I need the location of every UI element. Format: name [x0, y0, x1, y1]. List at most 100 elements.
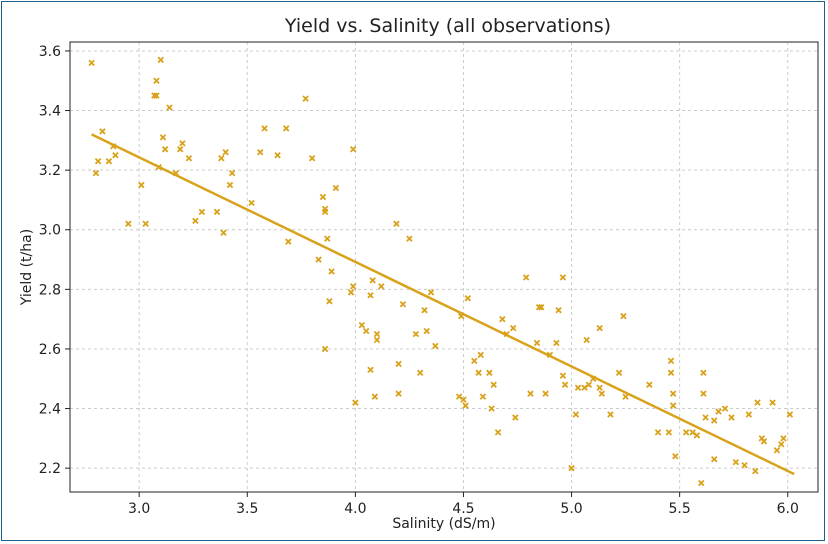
data-point	[479, 393, 487, 400]
data-point	[177, 146, 184, 153]
data-point	[373, 330, 381, 338]
data-point	[646, 381, 653, 388]
data-point	[702, 414, 709, 421]
data-point	[760, 438, 768, 445]
data-point	[455, 393, 463, 400]
data-point	[367, 366, 374, 374]
data-point	[698, 479, 705, 487]
data-point	[332, 184, 340, 192]
data-point	[732, 458, 740, 466]
data-point	[700, 390, 707, 397]
data-point	[349, 146, 357, 153]
data-point	[406, 235, 413, 242]
data-point	[112, 152, 119, 159]
data-points	[88, 56, 794, 487]
data-point	[741, 461, 748, 469]
x-tick-label: 4.5	[452, 501, 474, 517]
data-point	[99, 128, 106, 135]
data-point	[499, 315, 506, 323]
data-point	[672, 453, 679, 460]
data-point	[432, 342, 439, 350]
data-point	[185, 154, 193, 162]
data-point	[620, 312, 627, 320]
data-point	[622, 393, 629, 400]
x-tick-label: 4.0	[344, 501, 366, 517]
data-point	[349, 283, 357, 290]
data-point	[475, 369, 482, 377]
x-tick-label: 5.5	[669, 501, 691, 517]
data-point	[198, 208, 206, 216]
data-point	[347, 289, 355, 296]
data-point	[581, 384, 588, 391]
data-point	[369, 277, 376, 284]
y-axis-label: Yield (t/ha)	[19, 229, 35, 306]
data-point	[362, 327, 370, 335]
data-point	[373, 336, 381, 344]
data-point	[220, 229, 227, 236]
data-point	[752, 467, 759, 475]
data-point	[471, 357, 478, 365]
data-point	[596, 324, 603, 332]
data-point	[371, 393, 379, 400]
data-point	[464, 295, 472, 302]
data-point	[689, 429, 696, 436]
data-point	[533, 339, 541, 347]
data-point	[559, 274, 567, 281]
data-point	[308, 154, 316, 162]
data-point	[585, 381, 593, 388]
data-point	[682, 429, 690, 436]
y-tick-label: 2.6	[39, 342, 61, 358]
data-point	[667, 369, 675, 377]
data-point	[693, 432, 701, 439]
data-point	[166, 104, 173, 111]
data-point	[321, 205, 329, 213]
data-point	[728, 414, 735, 421]
data-point	[328, 268, 335, 275]
axis-ticks: 3.0 3.5 4.0 4.5 5.0 5.5 6.0 2.2 2.4 2.6 2.8 3.0 3.2 3…	[39, 44, 799, 517]
data-point	[213, 208, 221, 216]
data-point	[302, 95, 309, 102]
data-point	[151, 92, 158, 99]
trend-line	[91, 133, 795, 476]
data-point	[282, 125, 290, 132]
data-point	[423, 327, 430, 335]
data-point	[721, 405, 729, 412]
data-point	[555, 306, 562, 314]
y-tick-label: 3.0	[39, 223, 61, 239]
data-point	[654, 429, 662, 436]
y-tick-label: 2.4	[39, 402, 61, 418]
data-point	[274, 152, 281, 159]
x-tick-label: 6.0	[777, 501, 799, 517]
data-point	[522, 274, 530, 281]
data-point	[378, 283, 385, 290]
data-point	[319, 193, 327, 201]
y-tick-label: 3.6	[39, 44, 61, 60]
data-point	[535, 303, 543, 311]
data-point	[92, 169, 100, 177]
data-point	[542, 390, 549, 397]
data-point	[399, 301, 407, 308]
data-point	[257, 149, 264, 156]
data-point	[421, 306, 428, 314]
data-point	[665, 429, 673, 436]
data-point	[159, 134, 167, 141]
chart-title: Yield vs. Salinity (all observations)	[284, 15, 611, 37]
data-point	[321, 345, 329, 353]
data-point	[512, 414, 519, 421]
data-point	[358, 321, 366, 329]
data-point	[561, 381, 569, 388]
data-point	[598, 390, 606, 397]
grid	[70, 42, 818, 492]
data-point	[538, 303, 545, 311]
data-point	[596, 384, 603, 391]
data-point	[395, 360, 402, 368]
data-point	[667, 357, 675, 365]
data-point	[261, 125, 268, 132]
data-point	[553, 339, 560, 347]
data-point	[393, 220, 400, 228]
data-point	[367, 292, 374, 299]
data-point	[488, 405, 495, 412]
x-tick-label: 3.5	[236, 501, 258, 517]
data-point	[285, 238, 292, 245]
